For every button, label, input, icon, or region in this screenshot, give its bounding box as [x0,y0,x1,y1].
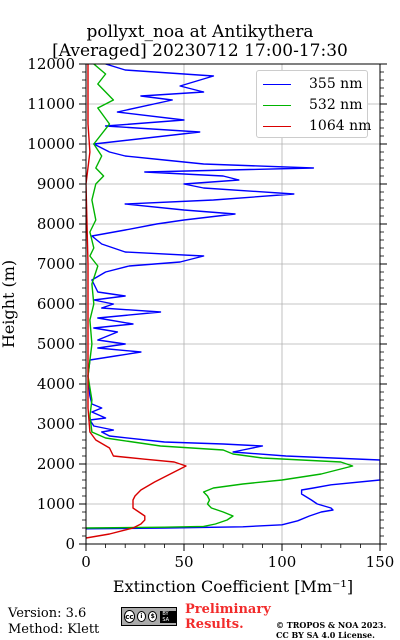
y-tick-label: 1000 [37,495,75,513]
legend: 355 nm 532 nm 1064 nm [256,70,371,138]
legend-item-532: 532 nm [263,95,362,115]
y-tick-label: 4000 [37,375,75,393]
preliminary-results-text: Preliminary Results. [185,602,271,632]
version-text: Version: 3.6 [8,606,87,621]
y-tick-label: 0 [65,535,75,553]
copyright-text: © TROPOS & NOA 2023. CC BY SA 4.0 Licens… [276,620,386,640]
y-axis-label: Height (m) [0,260,18,348]
preliminary-line-2: Results. [185,617,244,632]
y-tick-label: 6000 [37,295,75,313]
y-tick-label: 7000 [37,255,75,273]
by-sa-label: BY SA [160,610,176,623]
x-axis-label: Extinction Coefficient [Mm⁻¹] [113,577,353,596]
chart-title: pollyxt_noa at Antikythera [86,22,314,42]
chart-subtitle: [Averaged] 20230712 17:00-17:30 [52,41,348,61]
series-line-532-nm [86,64,354,529]
series-line-1064-nm [86,64,187,539]
legend-label-532: 532 nm [309,97,363,113]
grid [85,63,381,545]
copyright-line-1: © TROPOS & NOA 2023. [276,620,387,630]
legend-item-1064: 1064 nm [263,116,371,136]
attribution-icon: i [136,611,147,622]
legend-label-1064: 1064 nm [309,118,372,134]
legend-label-355: 355 nm [309,76,363,92]
noncommercial-icon: $ [148,611,158,622]
series-line-355-nm [86,64,380,530]
copyright-line-2: CC BY SA 4.0 License. [276,630,375,640]
y-tick-label: 9000 [37,175,75,193]
legend-swatch-532 [263,104,291,106]
legend-item-355: 355 nm [263,74,362,94]
legend-swatch-355 [263,83,291,85]
y-tick-label: 3000 [37,415,75,433]
preliminary-line-1: Preliminary [185,602,271,617]
method-text: Method: Klett [8,622,100,637]
y-tick-label: 11000 [27,95,75,113]
x-tick-label: 100 [268,553,297,571]
y-tick-label: 2000 [37,455,75,473]
cc-icon: cc [124,610,135,623]
axis-ticks: 0 50 100 150 0 1000 2000 3000 4000 5000 6000 7000 80… [27,55,394,571]
x-tick-label: 0 [81,553,91,571]
y-tick-label: 5000 [37,335,75,353]
legend-swatch-1064 [263,125,291,127]
y-tick-label: 10000 [27,135,75,153]
series-layer [86,64,380,539]
x-tick-label: 150 [366,553,395,571]
y-tick-label: 12000 [27,55,75,73]
cc-license-badge: cc i $ BY SA [121,607,177,626]
y-tick-label: 8000 [37,215,75,233]
x-tick-label: 50 [174,553,193,571]
